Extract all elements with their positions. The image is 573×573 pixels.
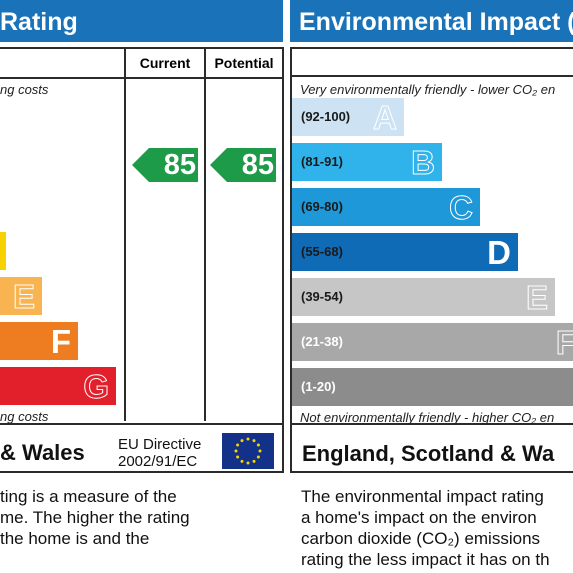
environment-band-c: (69-80) C (292, 188, 480, 227)
current-column-header: Current (126, 49, 204, 79)
energy-band-f: F (0, 322, 78, 360)
environment-note-bottom: Not environmentally friendly - higher CO… (300, 410, 555, 425)
energy-rating-table: Current Potential ng costs E F G ng cost… (0, 47, 284, 473)
environmental-impact-header: Environmental Impact ( (290, 0, 573, 42)
environment-note-top: Very environmentally friendly - lower CO… (300, 82, 556, 97)
eu-directive-label: EU Directive 2002/91/EC (118, 436, 202, 470)
energy-band-d (0, 232, 6, 270)
energy-footer-region: & Wales (0, 440, 85, 465)
environmental-impact-table: Very environmentally friendly - lower CO… (290, 47, 573, 473)
environmental-impact-title: Environmental Impact ( (299, 8, 573, 36)
energy-band-g: G (0, 367, 116, 406)
environment-footer-region: England, Scotland & Wa (302, 441, 555, 466)
potential-rating-value: 85 (241, 149, 274, 181)
environment-band-d: (55-68) D (292, 233, 518, 271)
energy-rating-header: Rating (0, 0, 283, 42)
current-rating-value: 85 (163, 149, 196, 181)
environmental-impact-panel: Environmental Impact ( Very environmenta… (290, 0, 573, 573)
eu-flag-icon (222, 433, 274, 469)
environment-band-f: (21-38) F (292, 323, 573, 362)
energy-description: ting is a measure of the me. The higher … (0, 487, 190, 548)
potential-rating-arrow: 85 (210, 148, 280, 182)
potential-column-header: Potential (206, 49, 282, 79)
environment-band-g: (1-20) (292, 368, 573, 406)
energy-note-top: ng costs (0, 82, 49, 97)
environment-description: The environmental impact rating a home's… (301, 487, 550, 569)
environment-band-a: (92-100) A (292, 98, 404, 137)
energy-rating-title: Rating (0, 8, 78, 36)
current-rating-arrow: 85 (132, 148, 202, 182)
energy-note-bottom: ng costs (0, 409, 49, 424)
energy-band-e: E (0, 277, 42, 316)
environment-band-e: (39-54) E (292, 278, 555, 317)
environment-band-b: (81-91) B (292, 143, 442, 182)
energy-rating-panel: Rating Current Potential ng costs E F G … (0, 0, 285, 573)
